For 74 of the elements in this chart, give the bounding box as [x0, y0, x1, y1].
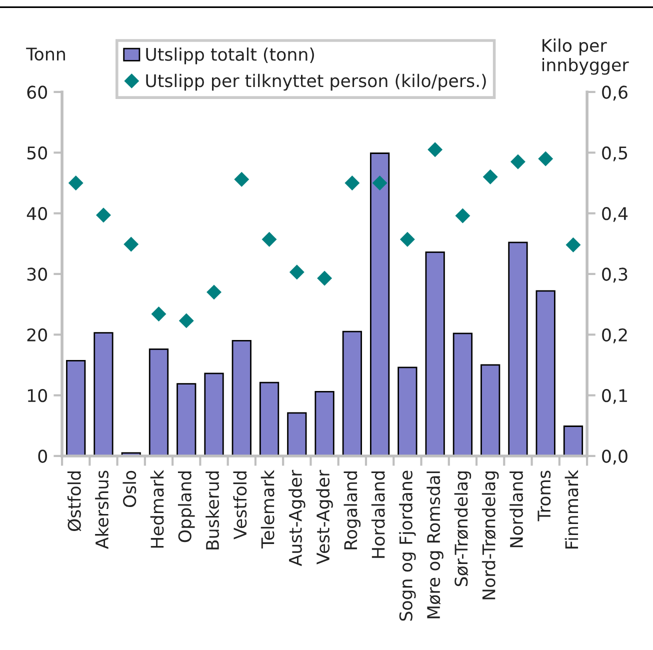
point — [538, 151, 554, 166]
bar — [370, 152, 390, 456]
bar — [148, 348, 169, 456]
x-tick-label: Hedmark — [150, 470, 164, 548]
x-tick-label: Vest-Agder — [316, 470, 333, 564]
y-tick-label: 60 — [27, 86, 47, 99]
point — [96, 208, 111, 223]
point — [234, 172, 250, 187]
x-tick-label: Oppland — [178, 471, 195, 542]
y2-tick-label: 0,0 — [602, 450, 628, 465]
y2-tick-label: 0,3 — [602, 268, 628, 283]
x-tick-label: Oslo — [122, 470, 136, 508]
bar — [94, 332, 114, 456]
y2-axis-title: Kilo per innbygger — [542, 38, 629, 75]
x-tick-label: Buskerud — [206, 471, 220, 550]
bar — [287, 412, 307, 456]
legend-label: Utslipp totalt (tonn) — [146, 47, 314, 64]
bar — [536, 290, 556, 456]
y2-tick-label: 0,1 — [602, 389, 627, 404]
x-tick-label: Aust-Agder — [288, 470, 306, 566]
x-tick-label: Telemark — [260, 470, 274, 548]
bar — [480, 364, 500, 456]
point — [317, 270, 332, 286]
point — [262, 232, 277, 247]
bar — [232, 340, 252, 456]
x-tick-label: Østfold — [67, 471, 82, 532]
point — [178, 313, 194, 328]
bar — [259, 382, 280, 456]
x-tick-label: Rogaland — [344, 471, 361, 550]
x-tick-label: Nord-Trøndelag — [482, 471, 499, 600]
bar — [452, 332, 473, 456]
x-tick-label: Nordland — [510, 471, 524, 548]
bar — [342, 330, 362, 456]
bar — [314, 390, 334, 456]
point — [206, 284, 222, 300]
x-tick-label: Troms — [538, 470, 551, 522]
x-tick-label: Finnmark — [564, 470, 578, 548]
y2-tick-label: 0,2 — [602, 328, 627, 344]
x-tick-label: Akershus — [95, 470, 109, 549]
y-tick-label: 20 — [27, 328, 47, 342]
y-tick-label: 30 — [27, 268, 47, 281]
bar — [425, 251, 445, 456]
x-tick-label: Hordaland — [371, 471, 385, 558]
point — [566, 237, 581, 252]
y2-tick-label: 0,4 — [602, 207, 628, 222]
y-tick-label: 40 — [26, 207, 47, 220]
point — [68, 175, 84, 190]
y2-tick-label: 0,5 — [602, 146, 628, 162]
bar — [508, 242, 528, 456]
y-tick-label: 10 — [28, 389, 47, 402]
point — [372, 175, 388, 190]
bar — [66, 360, 86, 456]
bar — [204, 372, 224, 456]
y-tick-label: 50 — [27, 146, 47, 160]
point — [344, 175, 360, 190]
point — [151, 306, 166, 322]
bar — [398, 366, 418, 456]
point — [124, 236, 139, 252]
bar — [176, 383, 196, 456]
x-tick-label: Sør-Trøndelag — [454, 471, 472, 586]
y2-tick-label: 0,6 — [602, 86, 628, 101]
point — [428, 142, 443, 158]
point — [455, 208, 470, 224]
x-tick-label: Sogn og Fjordane — [399, 470, 416, 621]
x-tick-label: Møre og Romsdal — [426, 471, 444, 618]
point — [400, 232, 415, 247]
y-axis-title: Tonn — [26, 48, 65, 61]
bar — [563, 426, 584, 456]
point — [289, 264, 304, 280]
y-tick-label: 0 — [38, 450, 47, 463]
point — [510, 154, 526, 170]
legend-label: Utslipp per tilknyttet person (kilo/pers.) — [146, 74, 486, 91]
x-tick-label: Vestfold — [233, 471, 247, 540]
point — [482, 169, 498, 184]
